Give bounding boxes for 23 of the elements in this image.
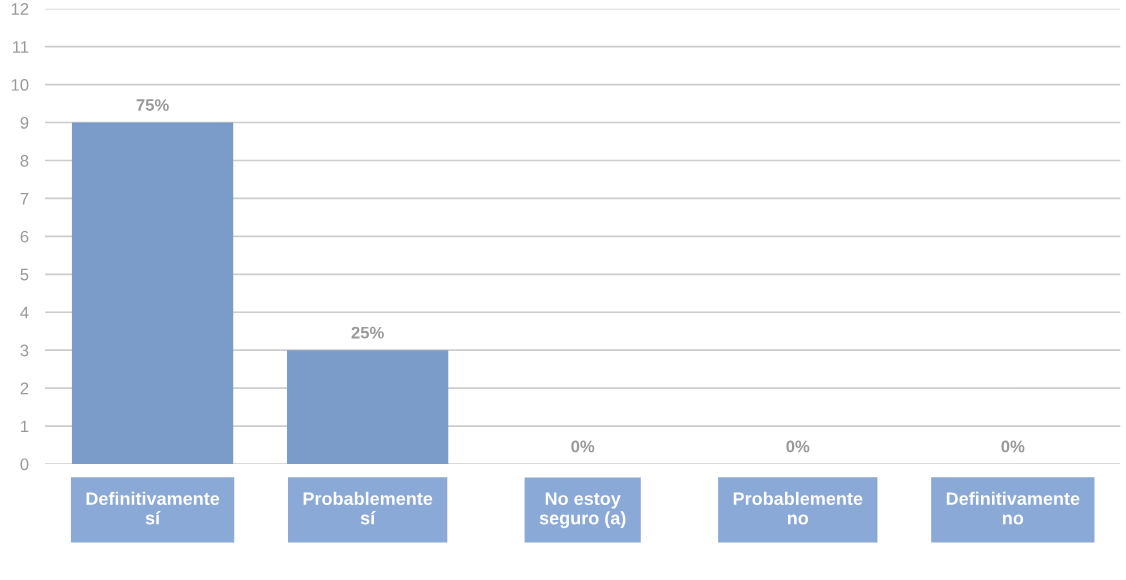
annotation: 0% xyxy=(1001,440,1025,453)
y-tick-label: 2 xyxy=(20,382,29,395)
y-tick-label: 3 xyxy=(20,344,29,357)
x-tick-label: No estoy seguro (a) xyxy=(539,492,626,529)
annotation: 0% xyxy=(786,440,810,453)
annotation: 75% xyxy=(136,99,169,111)
y-tick-label: 6 xyxy=(20,230,29,243)
y-tick-label: 12 xyxy=(11,3,29,15)
y-tick-label: 4 xyxy=(20,306,29,319)
x-tick-label: Probablemente sí xyxy=(303,491,433,525)
annotation: 25% xyxy=(351,326,384,339)
annotation: 0% xyxy=(571,440,595,453)
y-tick-label: 11 xyxy=(13,41,29,53)
x-tick-label: Probablemente no xyxy=(733,491,863,525)
y-tick-label: 9 xyxy=(20,116,29,129)
y-tick-label: 1 xyxy=(21,420,29,433)
y-tick-label: 7 xyxy=(20,192,29,205)
x-tick-label: Definitivamente sí xyxy=(86,491,220,525)
y-tick-label: 10 xyxy=(11,78,29,91)
y-tick-label: 0 xyxy=(20,458,29,471)
y-tick-label: 8 xyxy=(20,154,29,167)
y-tick-label: 5 xyxy=(20,268,29,281)
x-tick-label: Definitivamente no xyxy=(946,491,1080,525)
